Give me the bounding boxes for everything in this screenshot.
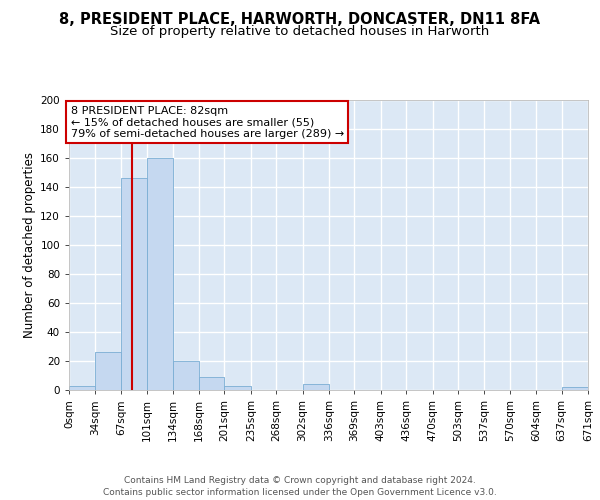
- Bar: [121, 178, 147, 390]
- Text: 8, PRESIDENT PLACE, HARWORTH, DONCASTER, DN11 8FA: 8, PRESIDENT PLACE, HARWORTH, DONCASTER,…: [59, 12, 541, 28]
- Bar: [173, 361, 199, 390]
- Text: Contains HM Land Registry data © Crown copyright and database right 2024.: Contains HM Land Registry data © Crown c…: [124, 476, 476, 485]
- Text: Contains public sector information licensed under the Open Government Licence v3: Contains public sector information licen…: [103, 488, 497, 497]
- Bar: [95, 352, 121, 390]
- Bar: [302, 384, 329, 390]
- Bar: [199, 377, 224, 390]
- Text: 8 PRESIDENT PLACE: 82sqm
← 15% of detached houses are smaller (55)
79% of semi-d: 8 PRESIDENT PLACE: 82sqm ← 15% of detach…: [71, 106, 344, 139]
- Bar: [147, 158, 173, 390]
- Y-axis label: Number of detached properties: Number of detached properties: [23, 152, 36, 338]
- Text: Size of property relative to detached houses in Harworth: Size of property relative to detached ho…: [110, 25, 490, 38]
- Bar: [562, 387, 588, 390]
- Bar: [69, 386, 95, 390]
- Bar: [224, 386, 251, 390]
